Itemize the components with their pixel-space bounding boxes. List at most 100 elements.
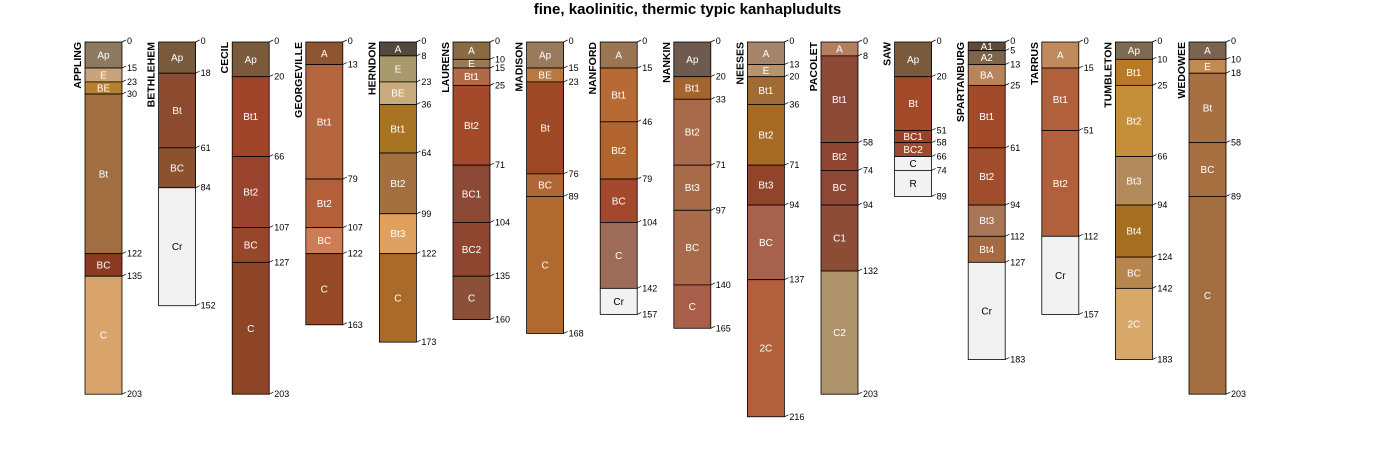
horizon-label: BC (612, 196, 626, 207)
horizon-label: Bt2 (464, 121, 479, 132)
horizon-label: C1 (833, 234, 846, 245)
soil-profile: CECIL Ap Bt1 Bt2 BC C 0 20 66 107 127 203 (219, 36, 289, 399)
depth-label: 33 (716, 94, 726, 104)
depth-tick (489, 39, 495, 43)
depth-label: 15 (1084, 63, 1094, 73)
depth-label: 10 (1157, 54, 1167, 64)
depth-tick (121, 91, 127, 95)
depth-label: 183 (1157, 355, 1172, 365)
horizon-label: Ap (686, 55, 699, 66)
horizon-block (158, 187, 197, 307)
depth-tick (1005, 39, 1010, 43)
soil-profile: PACOLET A Bt1 Bt2 BC C1 C2 0 8 58 74 94 132 203 (808, 36, 878, 399)
depth-tick (563, 194, 568, 197)
depth-label: 135 (495, 271, 510, 281)
depth-tick (1005, 48, 1010, 51)
depth-tick (710, 74, 715, 78)
horizon-block (967, 204, 1006, 237)
profile-name: SPARTANBURG (955, 42, 967, 122)
depth-label: 15 (569, 63, 579, 73)
depth-label: 23 (421, 77, 431, 87)
depth-tick (195, 185, 200, 189)
horizon-label: C (909, 159, 916, 170)
depth-label: 0 (201, 36, 206, 46)
soil-profile: NEESES AE Bt1 Bt2 Bt3 BC 2C 0 13 20 36 71 94 137 216 (734, 36, 804, 422)
depth-tick (563, 65, 568, 69)
horizon-block (378, 152, 417, 215)
profile-name: NEESES (734, 42, 746, 85)
horizon-label: BC1 (462, 189, 482, 200)
depth-label: 18 (201, 68, 211, 78)
depth-tick (1005, 260, 1010, 263)
depth-tick (637, 119, 642, 123)
depth-tick (342, 62, 347, 65)
profile-name: GEORGEVILLE (293, 42, 305, 118)
profile-name: NANFORD (587, 42, 599, 95)
depth-tick (857, 202, 863, 206)
horizon-label: Bt2 (611, 146, 626, 157)
horizon-block (452, 275, 491, 321)
depth-tick (342, 225, 347, 228)
depth-label: 25 (1010, 80, 1020, 90)
horizon-label: E (100, 70, 107, 81)
depth-label: 99 (421, 209, 431, 219)
horizon-block (1115, 287, 1153, 360)
depth-label: 20 (937, 72, 947, 82)
depth-tick (931, 154, 936, 157)
horizon-block (305, 253, 344, 326)
horizon-label: A (1057, 51, 1064, 62)
horizon-label: BA (980, 70, 994, 81)
horizon-label: BE (538, 70, 552, 81)
horizon-label: Bt1 (317, 117, 332, 128)
horizon-block (1188, 142, 1227, 197)
depth-tick (784, 62, 789, 65)
horizon-label: E (1204, 62, 1211, 73)
horizon-label: Bt2 (685, 128, 700, 139)
horizon-label: A (1204, 46, 1211, 57)
horizon-label: Bt (540, 123, 550, 134)
depth-label: 203 (127, 389, 142, 399)
horizon-label: R (909, 179, 916, 190)
depth-tick (931, 140, 936, 143)
horizon-block (967, 147, 1006, 206)
depth-label: 66 (1157, 152, 1167, 162)
depth-tick (857, 391, 863, 395)
depth-label: 0 (1157, 36, 1162, 46)
horizon-label: Bt2 (758, 130, 773, 141)
depth-label: 25 (1157, 80, 1167, 90)
horizon-block (673, 98, 712, 166)
depth-label: 79 (642, 174, 652, 184)
depth-tick (195, 303, 200, 307)
horizon-label: A1 (981, 42, 994, 53)
depth-label: 25 (495, 80, 505, 90)
horizon-block (526, 196, 564, 334)
horizon-label: A (836, 44, 843, 55)
horizon-label: C (689, 302, 696, 313)
horizon-block (599, 178, 638, 223)
horizon-label: Bt3 (685, 183, 700, 194)
depth-tick (489, 220, 495, 223)
horizon-label: Bt3 (1126, 176, 1141, 187)
depth-label: 15 (127, 63, 137, 73)
horizon-label: Cr (1055, 271, 1066, 282)
horizon-block (747, 279, 785, 418)
depth-tick (1225, 391, 1231, 395)
horizon-label: Ap (171, 53, 184, 64)
horizon-label: Bt4 (979, 245, 994, 256)
depth-tick (931, 74, 936, 78)
horizon-block (231, 227, 270, 263)
depth-tick (489, 57, 495, 60)
horizon-label: Bt1 (611, 90, 626, 101)
depth-label: 51 (1084, 125, 1094, 135)
depth-label: 0 (127, 36, 132, 46)
horizon-label: BC (833, 183, 847, 194)
depth-tick (857, 39, 863, 43)
depth-label: 152 (201, 301, 216, 311)
depth-tick (489, 317, 495, 320)
horizon-label: E (468, 59, 475, 70)
depth-tick (489, 83, 495, 86)
depth-label: 58 (863, 138, 873, 148)
depth-label: 203 (274, 389, 289, 399)
depth-label: 0 (937, 36, 942, 46)
horizon-label: 2C (760, 344, 773, 355)
